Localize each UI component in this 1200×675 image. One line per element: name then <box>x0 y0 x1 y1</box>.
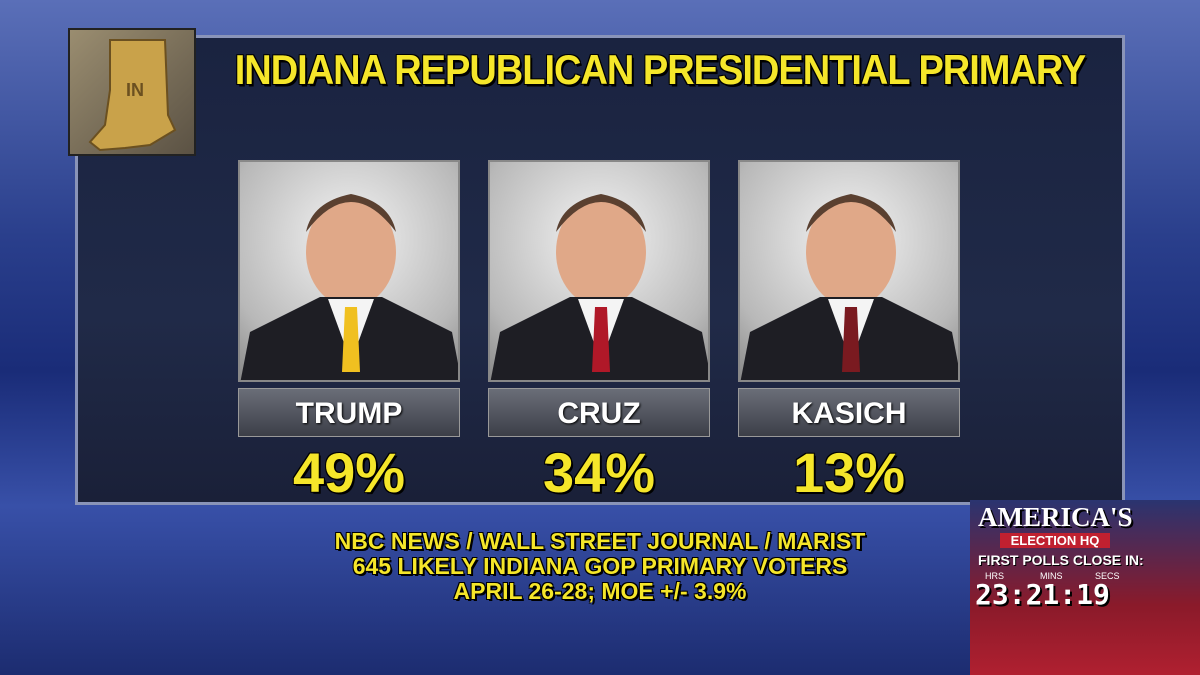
candidate-photo <box>238 160 460 382</box>
unit-label: MINS <box>1040 571 1063 581</box>
state-shape: IN <box>88 39 177 152</box>
state-icon: IN <box>68 28 196 156</box>
hair <box>306 194 396 232</box>
candidate-name: CRUZ <box>488 388 710 437</box>
logo-title: AMERICA'S <box>978 502 1133 532</box>
candidate-percent: 49% <box>292 441 406 504</box>
tie <box>592 307 610 372</box>
source-line: APRIL 26-28; MOE +/- 3.9% <box>453 578 747 604</box>
face <box>306 197 396 307</box>
source-line: 645 LIKELY INDIANA GOP PRIMARY VOTERS <box>352 553 848 579</box>
logo-subtitle: ELECTION HQ <box>1000 533 1110 548</box>
candidate-photo <box>738 160 960 382</box>
state-label: IN <box>126 80 144 100</box>
indiana-shape <box>88 39 177 152</box>
candidate-percent: 13% <box>792 441 906 504</box>
source-line: NBC NEWS / WALL STREET JOURNAL / MARIST <box>334 528 866 554</box>
tie <box>842 307 860 372</box>
countdown-label: FIRST POLLS CLOSE IN: <box>978 552 1144 568</box>
logo: AMERICA'S ELECTION HQ FIRST POLLS CLOSE … <box>970 500 1200 675</box>
portrait <box>490 194 708 380</box>
candidate-name: TRUMP <box>238 388 460 437</box>
portrait <box>740 194 958 380</box>
hair <box>806 194 896 232</box>
candidate-percent: 34% <box>542 441 656 504</box>
hair <box>556 194 646 232</box>
unit-label: HRS <box>985 571 1005 581</box>
countdown-time: 23:21:19 <box>975 578 1110 611</box>
candidate-name: KASICH <box>738 388 960 437</box>
candidate-photo <box>488 160 710 382</box>
face <box>806 197 896 307</box>
tie <box>342 307 360 372</box>
face <box>556 197 646 307</box>
portrait <box>240 194 458 380</box>
title: INDIANA REPUBLICAN PRESIDENTIAL PRIMARY <box>234 47 1087 95</box>
unit-label: SECS <box>1095 571 1120 581</box>
